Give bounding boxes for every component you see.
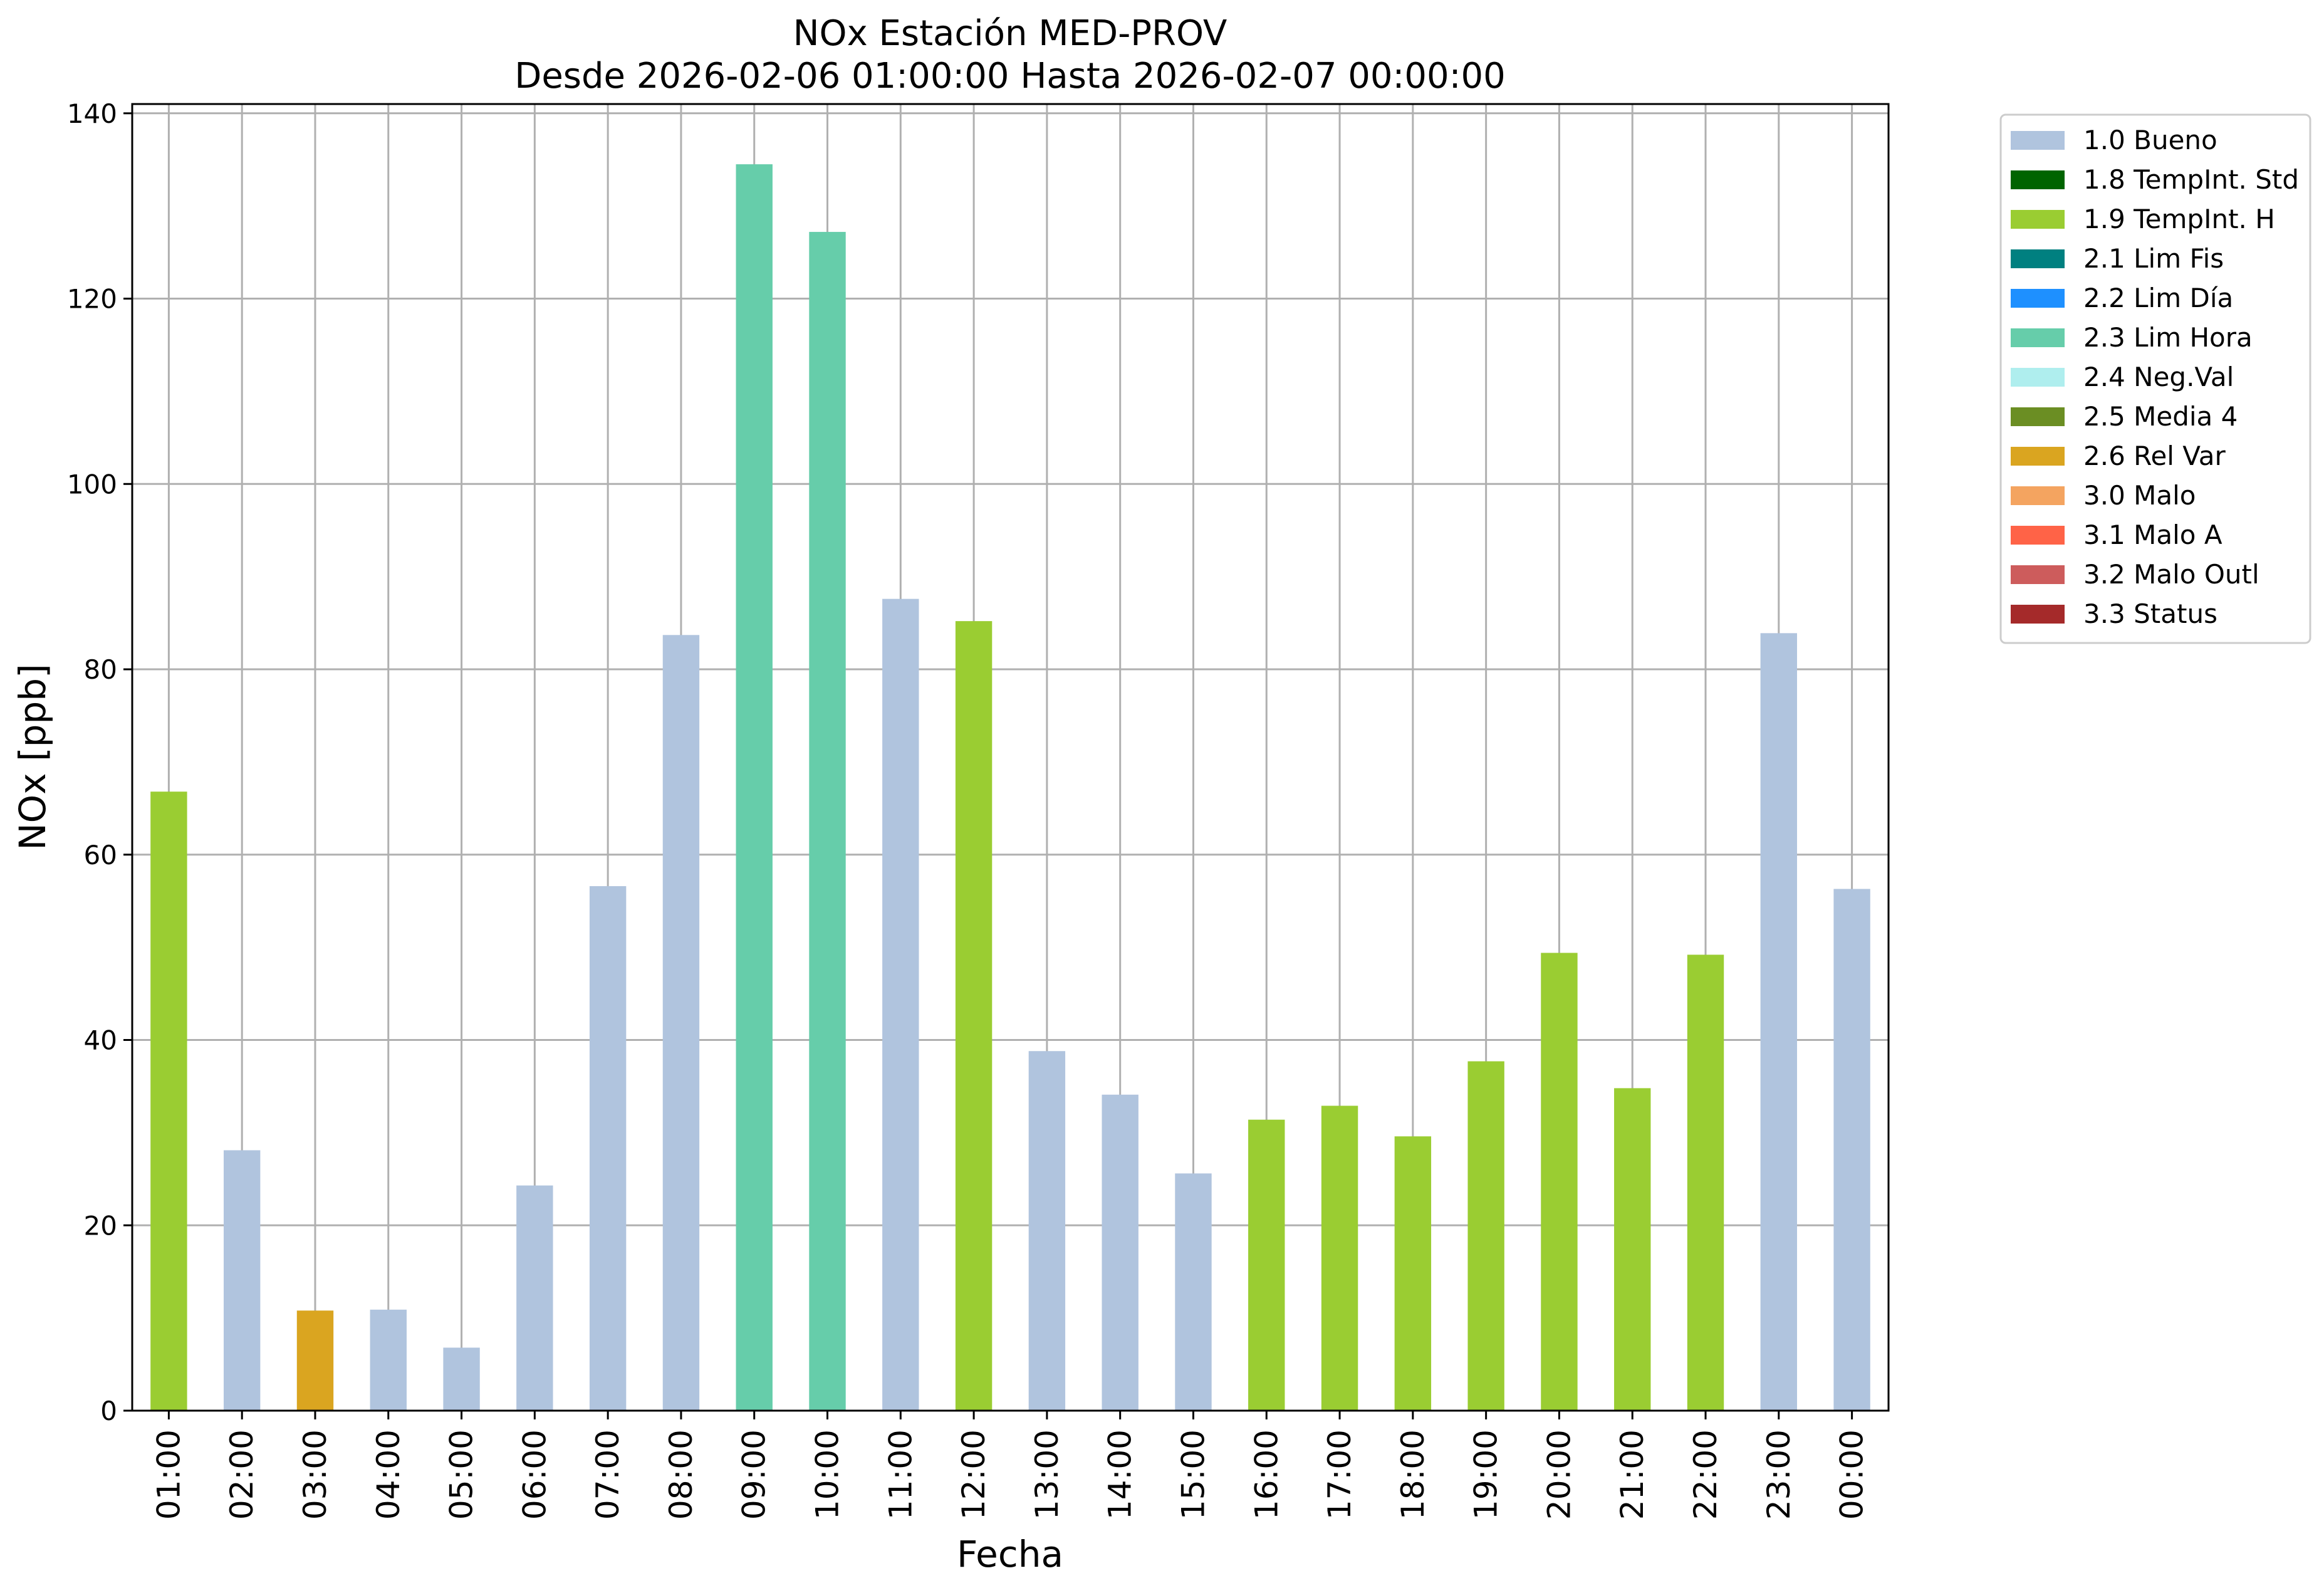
x-tick-label: 03:00 <box>297 1429 333 1520</box>
bar <box>296 1310 334 1411</box>
legend-entry: 3.2 Malo Outl <box>2083 559 2259 590</box>
x-tick-label: 18:00 <box>1395 1429 1431 1520</box>
plot-frame <box>131 103 1890 1412</box>
x-tick-label: 07:00 <box>590 1429 626 1520</box>
bar <box>1467 1061 1504 1411</box>
x-axis-label: Fecha <box>957 1533 1063 1575</box>
bar <box>370 1309 407 1411</box>
bar <box>1175 1173 1212 1411</box>
x-tick-label: 20:00 <box>1541 1429 1577 1520</box>
legend-entry: 2.5 Media 4 <box>2083 401 2238 432</box>
x-tick-label: 15:00 <box>1175 1429 1211 1520</box>
x-tick-label: 02:00 <box>224 1429 260 1520</box>
bar <box>1248 1119 1285 1411</box>
y-tick-label: 60 <box>84 840 117 870</box>
bar <box>223 1150 261 1411</box>
legend-swatch <box>2011 565 2065 584</box>
legend-swatch <box>2011 486 2065 505</box>
x-tick-label: 10:00 <box>810 1429 846 1520</box>
y-tick-label: 140 <box>67 98 117 129</box>
legend-swatch <box>2011 526 2065 545</box>
legend-entry: 3.3 Status <box>2083 598 2217 629</box>
x-tick-label: 17:00 <box>1321 1429 1358 1520</box>
x-tick-label: 06:00 <box>516 1429 553 1520</box>
x-tick-label: 04:00 <box>370 1429 407 1520</box>
legend-entry: 2.4 Neg.Val <box>2083 362 2234 392</box>
legend-entry: 1.8 TempInt. Std <box>2083 164 2299 195</box>
x-tick-label: 11:00 <box>882 1429 919 1520</box>
legend-swatch <box>2011 368 2065 387</box>
bar <box>662 635 700 1411</box>
legend-swatch <box>2011 170 2065 189</box>
x-tick-label: 09:00 <box>736 1429 773 1520</box>
x-tick-label: 08:00 <box>663 1429 699 1520</box>
legend-frame <box>1999 113 2311 644</box>
legend-entry: 2.1 Lim Fis <box>2083 243 2224 274</box>
chart-title: NOx Estación MED-PROV <box>793 13 1227 54</box>
x-tick-label: 12:00 <box>956 1429 992 1520</box>
legend-entry: 3.0 Malo <box>2083 480 2196 511</box>
chart-subtitle: Desde 2026-02-06 01:00:00 Hasta 2026-02-… <box>514 56 1506 97</box>
x-tick-label: 22:00 <box>1687 1429 1724 1520</box>
x-tick-label: 14:00 <box>1102 1429 1139 1520</box>
bar <box>1321 1105 1358 1411</box>
bar <box>1028 1051 1066 1411</box>
bar <box>1394 1136 1432 1411</box>
y-axis-label: NOx [ppb] <box>11 664 54 850</box>
legend-swatch <box>2011 210 2065 229</box>
x-tick-label: 16:00 <box>1248 1429 1284 1520</box>
legend-entry: 2.3 Lim Hora <box>2083 322 2253 353</box>
legend-entry: 3.1 Malo A <box>2083 520 2222 550</box>
x-tick-label: 00:00 <box>1834 1429 1870 1520</box>
bar <box>736 164 773 1411</box>
legend-swatch <box>2011 249 2065 268</box>
legend-swatch <box>2011 131 2065 150</box>
bar <box>1687 954 1724 1411</box>
legend-swatch <box>2011 289 2065 308</box>
legend-swatch <box>2011 447 2065 466</box>
x-tick-label: 13:00 <box>1029 1429 1065 1520</box>
y-tick-label: 20 <box>84 1210 117 1241</box>
legend-entry: 1.0 Bueno <box>2083 125 2217 155</box>
x-axis-ticks: 01:00 02:00 03:00 04:00 05:00 06:00 07:00 08:00… <box>150 1411 1870 1520</box>
bar <box>955 621 993 1411</box>
bar <box>1541 953 1578 1411</box>
y-tick-label: 40 <box>84 1025 117 1056</box>
x-tick-label: 23:00 <box>1761 1429 1797 1520</box>
bar <box>1760 633 1798 1411</box>
y-tick-label: 80 <box>84 654 117 685</box>
x-tick-label: 05:00 <box>444 1429 480 1520</box>
y-tick-label: 0 <box>100 1396 117 1426</box>
x-tick-label: 01:00 <box>150 1429 187 1520</box>
legend-swatch <box>2011 407 2065 426</box>
bar <box>1102 1094 1139 1411</box>
bars <box>150 164 1870 1411</box>
legend-swatch <box>2011 605 2065 624</box>
x-tick-label: 19:00 <box>1468 1429 1504 1520</box>
legend-entry: 1.9 TempInt. H <box>2083 204 2275 234</box>
x-tick-label: 21:00 <box>1614 1429 1650 1520</box>
legend-entry: 2.2 Lim Día <box>2083 283 2233 313</box>
y-tick-label: 120 <box>67 284 117 315</box>
bar <box>516 1185 553 1411</box>
bar <box>589 886 627 1411</box>
bar <box>809 232 846 1411</box>
bar <box>1833 889 1870 1411</box>
bar <box>882 598 919 1411</box>
y-tick-label: 100 <box>67 469 117 499</box>
bar <box>443 1347 480 1411</box>
legend-swatch <box>2011 328 2065 347</box>
bar <box>1614 1088 1651 1411</box>
y-axis-ticks: 0 20 40 60 80 100 120 140 <box>67 98 132 1426</box>
legend-entry: 2.6 Rel Var <box>2083 441 2226 471</box>
bar <box>150 791 187 1411</box>
legend: 1.0 Bueno 1.8 TempInt. Std 1.9 TempInt. H 2… <box>1999 113 2311 644</box>
